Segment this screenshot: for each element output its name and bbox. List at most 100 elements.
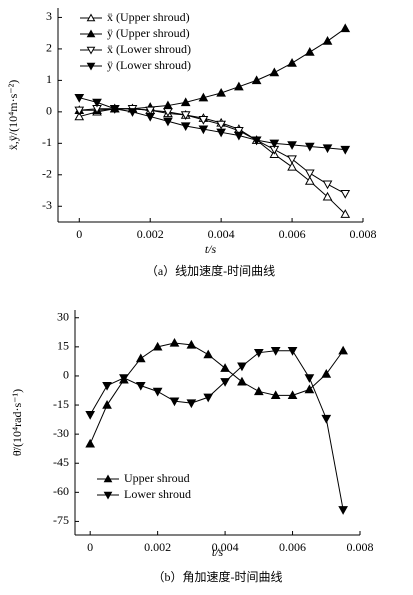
marker [287, 161, 297, 171]
marker [102, 400, 112, 409]
legend-label: ẍ (Upper shroud) [107, 10, 190, 24]
marker [180, 122, 191, 132]
x-tick-label: 0.002 [137, 227, 164, 241]
marker [186, 339, 197, 349]
legend-marker [86, 13, 96, 22]
y-tick-label: -75 [53, 513, 69, 527]
marker [251, 75, 262, 85]
series-line [89, 350, 344, 510]
marker [74, 93, 85, 103]
marker [287, 155, 297, 165]
marker [340, 209, 351, 218]
marker [169, 397, 180, 407]
y-tick-label: 3 [46, 9, 52, 23]
series-line [79, 108, 346, 195]
legend-marker [86, 29, 96, 38]
marker [287, 58, 297, 67]
marker [198, 116, 209, 125]
legend-marker [86, 46, 96, 55]
marker [234, 81, 244, 91]
marker [322, 180, 333, 190]
marker [304, 374, 315, 383]
x-tick-label: 0.006 [279, 540, 306, 554]
marker [340, 189, 351, 199]
series-line [79, 108, 346, 215]
marker [152, 341, 163, 351]
x-tick-label: 0.008 [347, 540, 374, 554]
marker [338, 506, 348, 515]
marker [198, 125, 209, 135]
y-axis-label: ẍ,ÿ/(10⁴m·s⁻²) [6, 80, 20, 150]
legend-marker [103, 491, 113, 500]
marker [234, 127, 244, 136]
series-line [89, 342, 344, 445]
marker [251, 136, 262, 146]
marker [203, 393, 214, 403]
series-line [79, 97, 346, 151]
y-tick-label: 1 [46, 72, 52, 86]
marker [340, 145, 351, 155]
marker [287, 347, 298, 356]
marker [85, 438, 96, 448]
marker [152, 387, 163, 397]
marker [74, 111, 85, 121]
y-tick-label: 0 [63, 368, 69, 382]
caption: （a）线加速度-时间曲线 [146, 263, 275, 278]
marker [287, 390, 298, 400]
y-tick-label: -15 [53, 397, 69, 411]
marker [304, 176, 315, 185]
y-tick-label: -45 [53, 455, 69, 469]
x-tick-label: 0.004 [208, 227, 235, 241]
marker [287, 141, 297, 150]
marker [269, 139, 280, 149]
y-axis-label: θ̈/(10⁴rad·s⁻¹) [10, 389, 24, 456]
marker [237, 362, 247, 372]
marker [145, 112, 156, 122]
marker [216, 120, 226, 130]
x-tick-label: 0 [87, 540, 93, 554]
y-tick-label: 0 [46, 104, 52, 118]
y-tick-label: -2 [42, 167, 52, 181]
marker [270, 390, 281, 400]
marker [237, 376, 247, 386]
marker [269, 67, 280, 77]
marker [74, 106, 85, 116]
marker [92, 98, 102, 108]
marker [253, 386, 264, 396]
y-tick-label: -3 [42, 198, 52, 212]
marker [169, 337, 180, 347]
marker [109, 105, 120, 114]
marker [180, 111, 191, 121]
x-tick-label: 0.004 [212, 540, 239, 554]
marker [321, 414, 332, 424]
x-tick-label: 0.002 [144, 540, 171, 554]
marker [338, 345, 348, 355]
marker [135, 381, 146, 391]
x-axis-label: t/s [205, 242, 217, 256]
x-axis-label: t/s [212, 545, 224, 559]
marker [270, 347, 281, 356]
marker [234, 131, 244, 141]
y-tick-label: 30 [57, 310, 69, 324]
legend-label: ẍ (Lower shroud) [107, 42, 191, 56]
marker [216, 87, 226, 97]
marker [304, 47, 315, 56]
marker [119, 374, 129, 383]
marker [220, 363, 230, 372]
y-tick-label: -1 [42, 135, 52, 149]
y-tick-label: -60 [53, 484, 69, 498]
marker [322, 144, 333, 154]
x-tick-label: 0.008 [350, 227, 377, 241]
marker [85, 411, 96, 420]
marker [321, 368, 332, 378]
marker [220, 378, 230, 387]
legend-label: ÿ (Lower shroud) [107, 58, 191, 72]
marker [163, 117, 173, 127]
marker [304, 142, 315, 152]
marker [203, 349, 214, 359]
marker [163, 108, 173, 117]
x-tick-label: 0.006 [279, 227, 306, 241]
marker [304, 384, 315, 394]
y-tick-label: 15 [57, 339, 69, 353]
